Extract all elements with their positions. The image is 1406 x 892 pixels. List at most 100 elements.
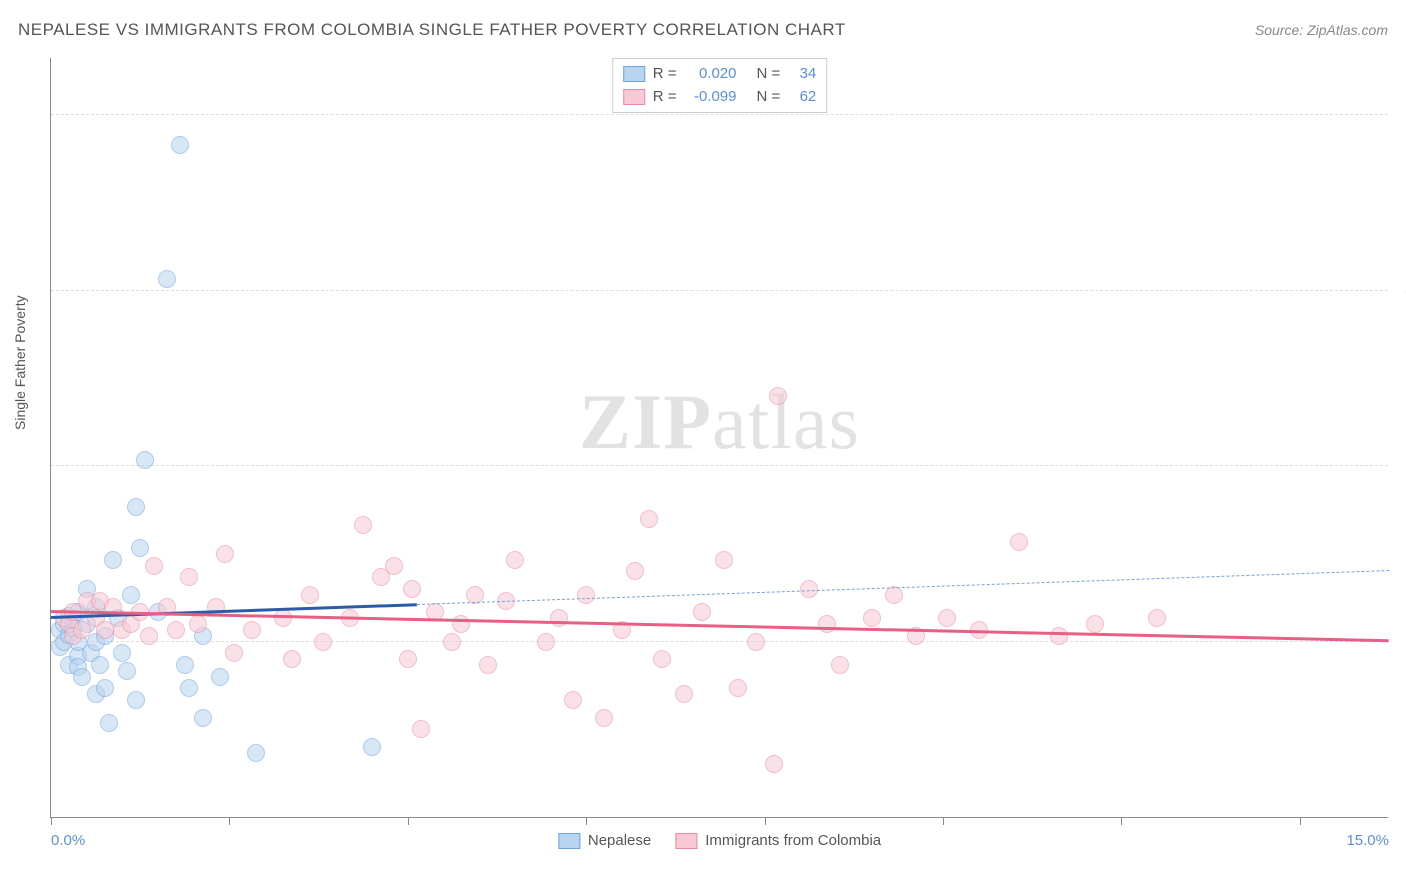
correlation-stats-box: R = 0.020 N = 34 R = -0.099 N = 62 bbox=[612, 58, 828, 113]
x-tick bbox=[1121, 817, 1122, 825]
data-point bbox=[171, 136, 189, 154]
data-point bbox=[225, 644, 243, 662]
x-tick bbox=[586, 817, 587, 825]
data-point bbox=[140, 627, 158, 645]
legend-swatch bbox=[558, 833, 580, 849]
data-point bbox=[403, 580, 421, 598]
data-point bbox=[158, 270, 176, 288]
data-point bbox=[818, 615, 836, 633]
data-point bbox=[100, 714, 118, 732]
n-label: N = bbox=[757, 86, 781, 109]
chart-plot-area: ZIPatlas R =0.020N =34R =-0.099N =62 Nep… bbox=[50, 58, 1388, 818]
data-point bbox=[626, 562, 644, 580]
data-point bbox=[595, 709, 613, 727]
x-tick bbox=[229, 817, 230, 825]
legend-label: Immigrants from Colombia bbox=[705, 832, 881, 849]
y-axis-label: Single Father Poverty bbox=[12, 295, 28, 430]
r-value: -0.099 bbox=[685, 86, 737, 109]
chart-title: NEPALESE VS IMMIGRANTS FROM COLOMBIA SIN… bbox=[18, 20, 846, 40]
trend-line bbox=[417, 570, 1389, 605]
data-point bbox=[831, 656, 849, 674]
data-point bbox=[399, 650, 417, 668]
gridline bbox=[51, 114, 1388, 115]
r-label: R = bbox=[653, 86, 677, 109]
watermark-zip: ZIP bbox=[579, 378, 712, 465]
data-point bbox=[122, 586, 140, 604]
data-point bbox=[479, 656, 497, 674]
data-point bbox=[283, 650, 301, 668]
data-point bbox=[145, 557, 163, 575]
data-point bbox=[938, 609, 956, 627]
x-tick bbox=[765, 817, 766, 825]
legend: Nepalese Immigrants from Colombia bbox=[558, 832, 881, 849]
data-point bbox=[189, 615, 207, 633]
data-point bbox=[243, 621, 261, 639]
data-point bbox=[127, 691, 145, 709]
x-tick bbox=[51, 817, 52, 825]
gridline bbox=[51, 290, 1388, 291]
data-point bbox=[104, 551, 122, 569]
data-point bbox=[314, 633, 332, 651]
data-point bbox=[1086, 615, 1104, 633]
data-point bbox=[765, 755, 783, 773]
data-point bbox=[863, 609, 881, 627]
gridline bbox=[51, 465, 1388, 466]
data-point bbox=[577, 586, 595, 604]
data-point bbox=[96, 621, 114, 639]
data-point bbox=[675, 685, 693, 703]
data-point bbox=[800, 580, 818, 598]
data-point bbox=[118, 662, 136, 680]
legend-item: Nepalese bbox=[558, 832, 651, 849]
data-point bbox=[180, 568, 198, 586]
gridline bbox=[51, 641, 1388, 642]
stats-row: R = -0.099 N = 62 bbox=[623, 86, 817, 109]
series-swatch bbox=[623, 89, 645, 105]
data-point bbox=[693, 603, 711, 621]
x-tick bbox=[943, 817, 944, 825]
data-point bbox=[452, 615, 470, 633]
r-label: R = bbox=[653, 63, 677, 86]
data-point bbox=[136, 451, 154, 469]
data-point bbox=[211, 668, 229, 686]
data-point bbox=[167, 621, 185, 639]
x-tick bbox=[1300, 817, 1301, 825]
data-point bbox=[1050, 627, 1068, 645]
n-value: 34 bbox=[788, 63, 816, 86]
data-point bbox=[301, 586, 319, 604]
data-point bbox=[1010, 533, 1028, 551]
data-point bbox=[443, 633, 461, 651]
data-point bbox=[194, 709, 212, 727]
legend-swatch bbox=[675, 833, 697, 849]
data-point bbox=[729, 679, 747, 697]
chart-header: NEPALESE VS IMMIGRANTS FROM COLOMBIA SIN… bbox=[18, 20, 1388, 40]
data-point bbox=[354, 516, 372, 534]
data-point bbox=[363, 738, 381, 756]
data-point bbox=[385, 557, 403, 575]
data-point bbox=[274, 609, 292, 627]
data-point bbox=[176, 656, 194, 674]
legend-label: Nepalese bbox=[588, 832, 651, 849]
data-point bbox=[769, 387, 787, 405]
n-value: 62 bbox=[788, 86, 816, 109]
data-point bbox=[131, 539, 149, 557]
data-point bbox=[550, 609, 568, 627]
data-point bbox=[564, 691, 582, 709]
data-point bbox=[506, 551, 524, 569]
data-point bbox=[715, 551, 733, 569]
data-point bbox=[653, 650, 671, 668]
data-point bbox=[180, 679, 198, 697]
watermark: ZIPatlas bbox=[579, 377, 860, 467]
r-value: 0.020 bbox=[685, 63, 737, 86]
x-tick-label: 15.0% bbox=[1346, 832, 1389, 849]
data-point bbox=[412, 720, 430, 738]
data-point bbox=[96, 679, 114, 697]
n-label: N = bbox=[757, 63, 781, 86]
data-point bbox=[216, 545, 234, 563]
data-point bbox=[127, 498, 145, 516]
data-point bbox=[247, 744, 265, 762]
data-point bbox=[113, 644, 131, 662]
legend-item: Immigrants from Colombia bbox=[675, 832, 881, 849]
data-point bbox=[73, 668, 91, 686]
x-tick-label: 0.0% bbox=[51, 832, 85, 849]
data-point bbox=[640, 510, 658, 528]
